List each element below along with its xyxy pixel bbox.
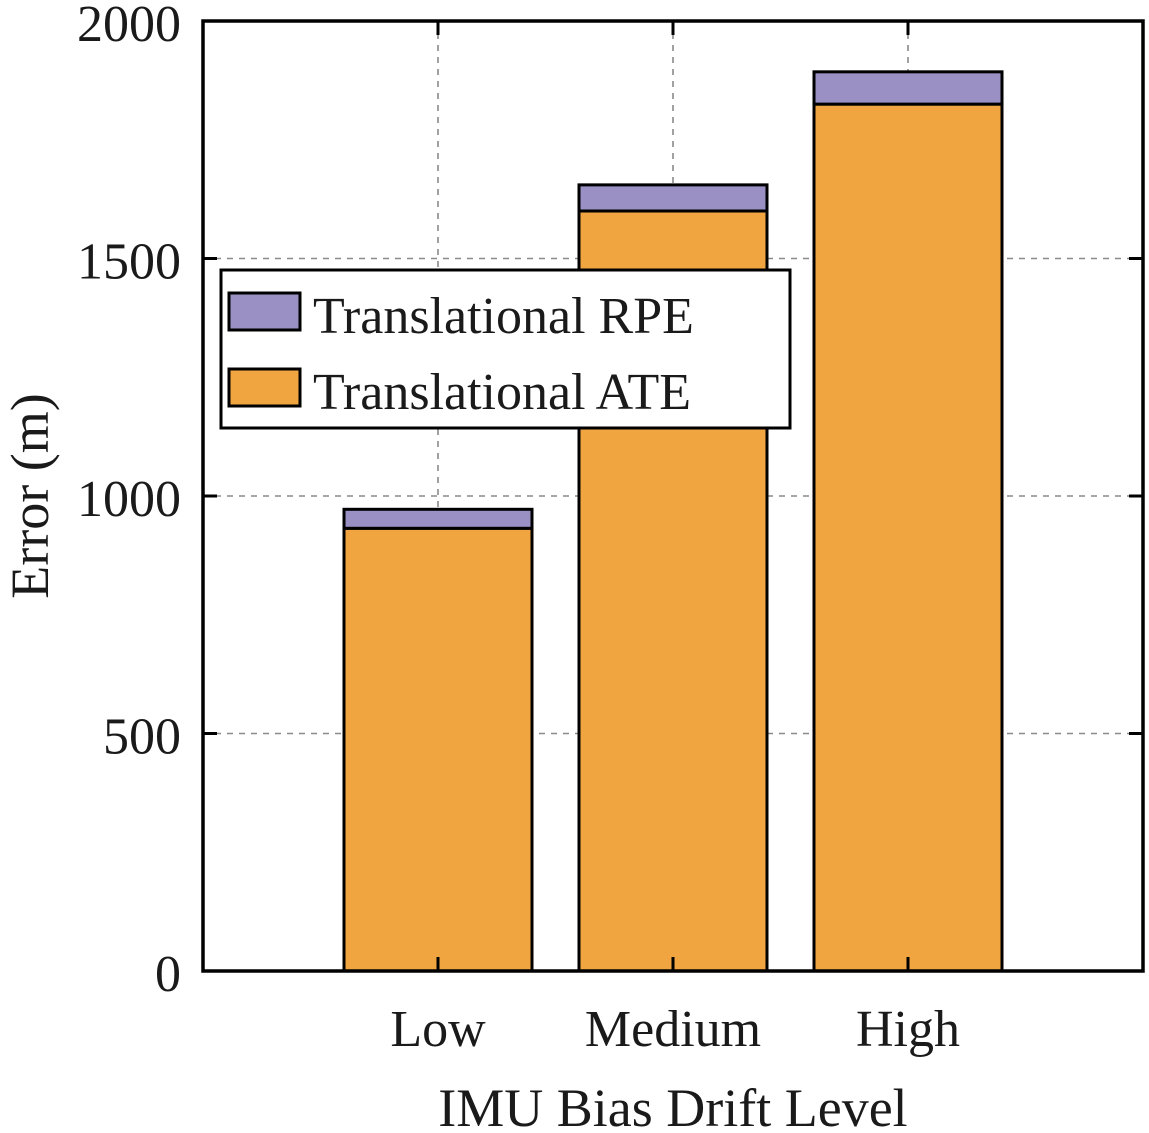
tick-labels: 0 500 1000 1500 2000 Low Medium High <box>77 0 960 1058</box>
tick-marks <box>203 19 1143 973</box>
bars <box>342 70 1004 973</box>
y-tick-label: 0 <box>155 946 181 1003</box>
x-tick-label: Low <box>390 1001 486 1058</box>
y-tick-label: 1500 <box>77 234 181 291</box>
y-tick-label: 500 <box>103 709 181 766</box>
y-tick-label: 2000 <box>77 0 181 53</box>
legend-label-rpe: Translational RPE <box>313 288 694 345</box>
legend-label-ate: Translational ATE <box>313 364 691 421</box>
bar-translational-ate-high <box>812 102 1004 973</box>
x-tick-label: High <box>856 1001 960 1058</box>
legend: Translational RPE Translational ATE <box>219 268 792 430</box>
y-tick-label: 1000 <box>77 471 181 528</box>
y-axis-label: Error (m) <box>0 393 60 598</box>
bar-translational-rpe-medium <box>577 183 769 213</box>
x-axis-label: IMU Bias Drift Level <box>438 1078 907 1133</box>
legend-swatch-rpe <box>227 291 302 332</box>
bar-translational-rpe-low <box>342 507 534 530</box>
legend-swatch-ate <box>227 367 302 408</box>
x-tick-label: Medium <box>585 1001 761 1058</box>
bar-translational-rpe-high <box>812 70 1004 106</box>
legend-box <box>219 268 792 430</box>
bar-translational-ate-low <box>342 526 534 973</box>
